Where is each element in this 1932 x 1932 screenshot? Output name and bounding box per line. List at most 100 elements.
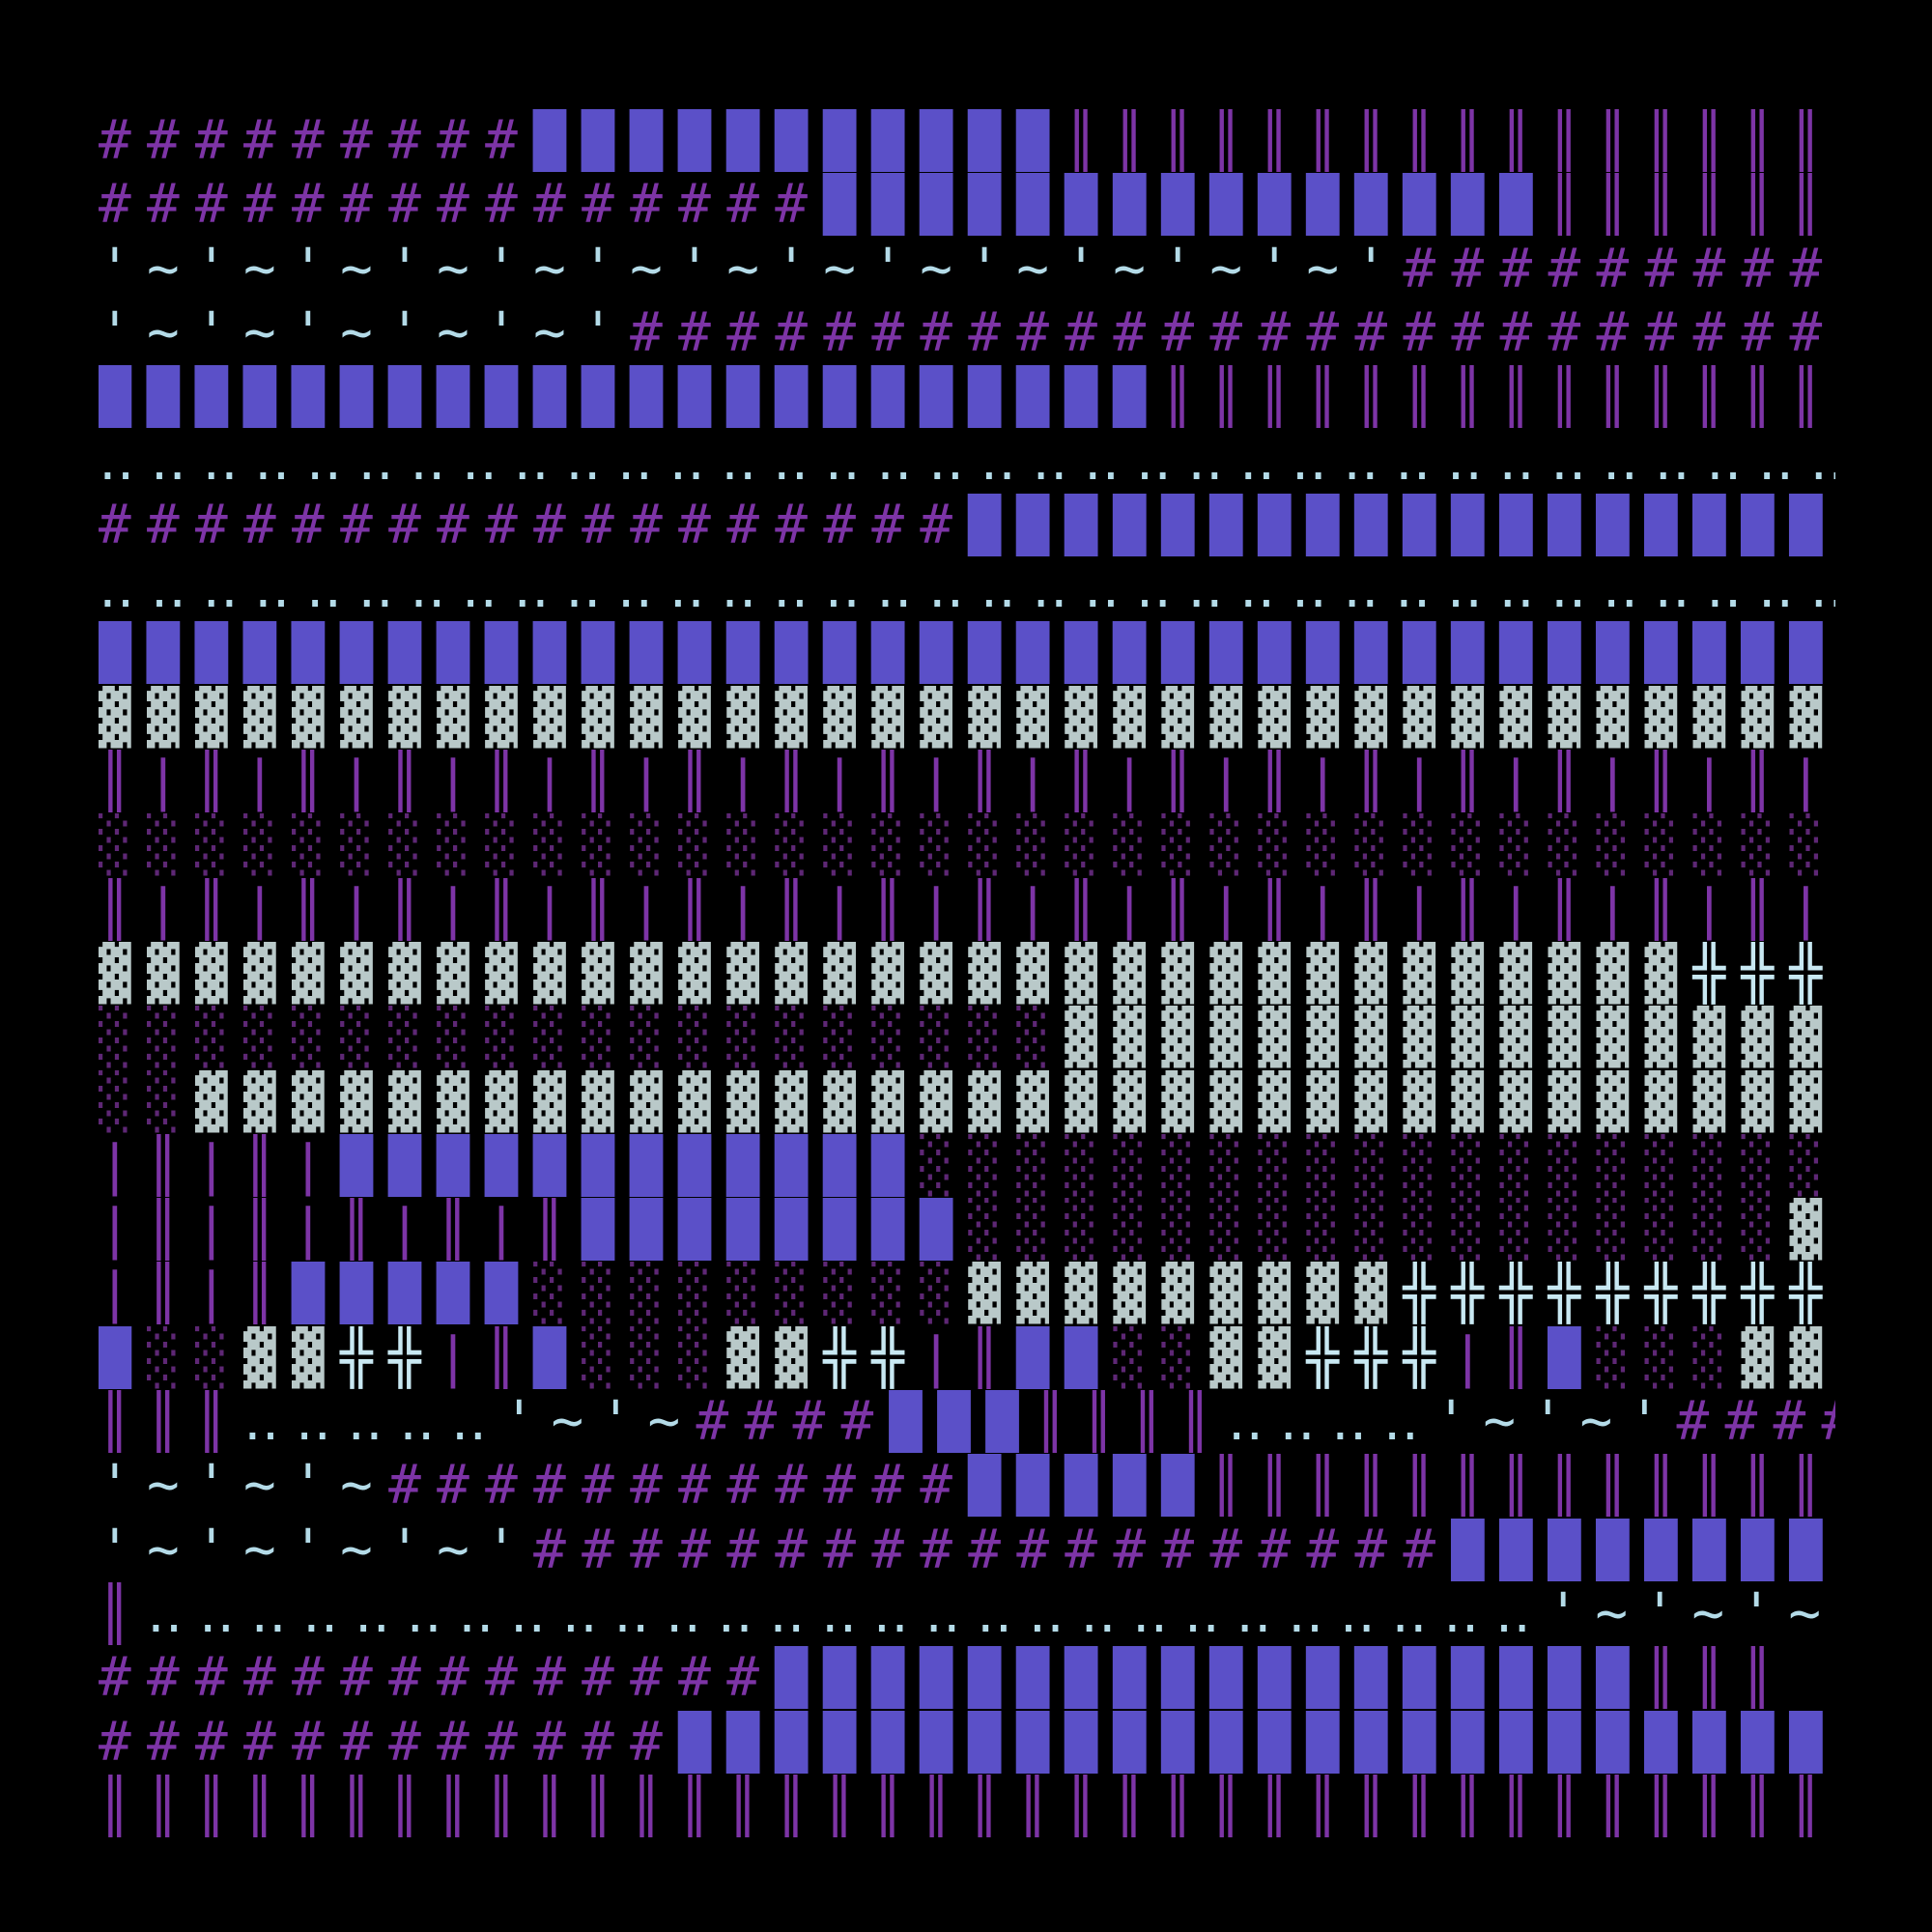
glyph-run: ░░░░░░░░░░░░░░░░░ [968,1198,1790,1262]
glyph-run: █████████████████████████ [678,1710,1835,1774]
glyph-run: ▓▓▓▓▓▓▓▓▓▓▓▓▓▓▓▓▓▓▓▓▓▓▓▓▓▓▓▓▓▓▓▓▓▓ [195,1069,1835,1133]
glyph-run: ░░ [99,1069,196,1133]
glyph-run: ################### [533,1518,1452,1581]
glyph-run: ▓▓ [726,1325,824,1389]
glyph-run: ╬╬ [823,1325,921,1389]
glyph-run: ############ [99,1710,679,1774]
glyph-run: ▓▓▓▓▓▓▓▓▓ [968,1262,1404,1325]
glyph-run: ‥‥‥‥‥ [243,1390,503,1453]
glyph-run: ╬╬ [340,1325,438,1389]
glyph-run: |║ [437,1325,534,1389]
text-row: '~'~'~'~'~'########################## [99,301,1835,365]
glyph-run: ║|║|║|║|║|║|║|║|║|║|║|║|║|║|║|║|║|║|║ [99,750,1835,812]
glyph-run: ║║║ [1644,1646,1790,1710]
text-row: ░░▓▓▓▓▓▓▓▓▓▓▓▓▓▓▓▓▓▓▓▓▓▓▓▓▓▓▓▓▓▓▓▓▓▓= [99,1070,1835,1134]
text-row: ║|║|║|║|║|║|║|║|║|║|║|║|║|║|║|║|║|║|║ [99,750,1835,813]
glyph-run: ║║║║║║║║║║║║║║ [1161,365,1835,429]
glyph-run: ║║║║║║║║║║║║║║║║║║║║║║║║║║║║║║║║║║║║ [99,1774,1835,1837]
glyph-run: ╬╬╬ [1306,1325,1452,1389]
glyph-run: ░░░░░░░░░░░░░░░░░░░░ [920,1133,1835,1197]
glyph-run: ▓▓ [1789,1198,1835,1262]
text-row: ║║║‥‥‥‥‥'~'~####███║║║║‥‥‥‥'~'~'##### [99,1390,1835,1454]
text-row: █░░▓▓╬╬|║█░░░▓▓╬╬|║██░░▓▓╬╬╬|║█░░░▓▓= [99,1326,1835,1390]
glyph-run: ########################## [630,300,1835,364]
text-row: ░░░░░░░░░░░░░░░░░░░░░░░░░░░░░░░░░░░░░ [99,813,1835,877]
glyph-run: █ [99,1325,148,1389]
glyph-run: █████ [292,1262,534,1325]
text-row: ▓▓▓▓▓▓▓▓▓▓▓▓▓▓▓▓▓▓▓▓▓▓▓▓▓▓▓▓▓▓▓▓▓▓▓▓▓ [99,686,1835,750]
glyph-run: |║|║|║|║|║ [99,1198,582,1262]
glyph-run: ######### [99,109,534,172]
glyph-run: ‥‥‥‥ [1227,1390,1435,1453]
glyph-run: ║║║ [99,1390,244,1453]
glyph-run: '~'~ [502,1390,696,1453]
text-row: ##############██████████████████║║║ [99,1646,1835,1710]
glyph-run: ▓▓▓▓▓▓▓▓▓▓▓▓▓▓▓▓▓▓▓▓▓▓▓▓▓▓▓▓▓▓▓▓▓ [99,941,1693,1005]
glyph-run: ▓▓ [243,1325,341,1389]
text-row: ║║║║║║║║║║║║║║║║║║║║║║║║║║║║║║║║║║║║ [99,1775,1835,1838]
glyph-run: ‥‥‥‥‥‥‥‥‥‥‥‥‥‥‥‥‥‥‥‥‥‥‥‥‥‥‥ [147,1581,1548,1645]
glyph-run: '~'~'~'~'~' [99,300,631,364]
glyph-run: ############### [99,173,824,237]
glyph-run: ███████████ [533,109,1065,172]
text-row: '~'~'~############█████║║║║║║║║║║║║║. [99,1454,1835,1518]
glyph-run: ░░ [1113,1325,1210,1389]
glyph-run: ███ [889,1390,1035,1453]
glyph-run: ░░░░░░░░░ [533,1262,969,1325]
text-row: ###############███████████████║║║║║║ [99,173,1835,237]
glyph-run: |║|║| [99,1133,341,1197]
glyph-run: ███████████████ [823,173,1548,237]
glyph-run: █████████ [1451,1518,1835,1581]
glyph-run: '~'~'~'~'~'~'~'~'~'~'~'~'~' [99,237,1404,300]
text-row: #########███████████║║║║║║║║║║║║║║║║║ [99,109,1835,173]
glyph-run: '~'~'~ [99,1454,389,1518]
glyph-run: ║║║║║║ [1548,173,1835,237]
text-row: |║|║|████████████░░░░░░░░░░░░░░░░░░░░ [99,1134,1835,1198]
text-row: ‥‥‥‥‥‥‥‥‥‥‥‥‥‥‥‥‥‥‥‥‥‥‥‥‥‥‥‥‥‥‥‥‥‥‥‥‥ [99,557,1835,621]
glyph-run: ▓▓ [1209,1325,1307,1389]
glyph-run: ############## [99,1646,776,1710]
glyph-run: |║ [1451,1325,1548,1389]
glyph-run: █████ [968,1454,1210,1518]
glyph-run: ░░░░░░░░░░░░░░░░░░░░ [99,1006,1065,1069]
text-row: ##################███████████████████ [99,494,1835,557]
glyph-run: ╬╬╬ [1692,941,1835,1005]
glyph-run: ██████████████████ [775,1646,1645,1710]
text-row: █████████████████████████████████████ [99,621,1835,685]
glyph-run: ################## [99,493,969,556]
glyph-run: ║ [99,1581,148,1645]
glyph-run: ░░ [147,1325,244,1389]
glyph-run: ░░░ [582,1325,727,1389]
glyph-run: ░░░ [1596,1325,1742,1389]
text-row: ############█████████████████████████ [99,1711,1835,1775]
glyph-run: ╬╬╬╬╬╬╬╬╬ [1403,1262,1835,1325]
glyph-run: █ [1548,1325,1597,1389]
glyph-run: ██ [1016,1325,1114,1389]
glyph-run: ████████ [582,1198,969,1262]
glyph-run: '~'~'~'~' [1547,1581,1835,1645]
text-row: ║|║|║|║|║|║|║|║|║|║|║|║|║|║|║|║|║|║|║ [99,878,1835,942]
glyph-run: ║║║║║║║║║║║║║║║║║ [1065,109,1835,172]
glyph-run: ‥‥‥‥‥‥‥‥‥‥‥‥‥‥‥‥‥‥‥‥‥‥‥‥‥‥‥‥‥‥‥‥‥‥‥‥‥ [99,429,1835,493]
glyph-run: ║|║|║|║|║|║|║|║|║|║|║|║|║|║|║|║|║|║|║ [99,877,1835,941]
glyph-run: ‥‥‥‥‥‥‥‥‥‥‥‥‥‥‥‥‥‥‥‥‥‥‥‥‥‥‥‥‥‥‥‥‥‥‥‥‥ [99,557,1835,621]
text-row: ‥‥‥‥‥‥‥‥‥‥‥‥‥‥‥‥‥‥‥‥‥‥‥‥‥‥‥‥‥‥‥‥‥‥‥‥‥ [99,430,1835,494]
text-row: ▓▓▓▓▓▓▓▓▓▓▓▓▓▓▓▓▓▓▓▓▓▓▓▓▓▓▓▓▓▓▓▓▓╬╬╬= [99,942,1835,1006]
glyph-run: ░░░░░░░░░░░░░░░░░░░░░░░░░░░░░░░░░░░░░ [99,813,1835,877]
text-row: ║‥‥‥‥‥‥‥‥‥‥‥‥‥‥‥‥‥‥‥‥‥‥‥‥‥‥‥'~'~'~'~' [99,1582,1835,1646]
glyph-run: ▓▓▓▓▓▓▓▓▓▓▓▓▓▓▓▓▓▓▓▓▓▓▓▓▓▓▓▓▓▓▓▓▓▓▓▓▓ [99,685,1835,749]
text-row: ██████████████████████║║║║║║║║║║║║║║ [99,365,1835,429]
glyph-run: ║║║║ [1034,1390,1228,1453]
glyph-run: ║║║║║║║║║║║║║ [1209,1454,1835,1518]
glyph-run: '~'~'~'~' [99,1518,534,1581]
glyph-run: █████████████████████████████████████ [99,621,1835,685]
glyph-run: |║|║ [99,1262,293,1325]
glyph-run: ▓▓ [1741,1325,1835,1389]
glyph-run: |║ [920,1325,1017,1389]
glyph-run: '~'~' [1435,1390,1677,1453]
glyph-run: ##### [1676,1390,1835,1453]
text-row: |║|║|║|║|║████████░░░░░░░░░░░░░░░░░▓▓ [99,1198,1835,1262]
glyph-run: ########## [1403,237,1835,300]
glyph-run: ████████████ [340,1133,921,1197]
